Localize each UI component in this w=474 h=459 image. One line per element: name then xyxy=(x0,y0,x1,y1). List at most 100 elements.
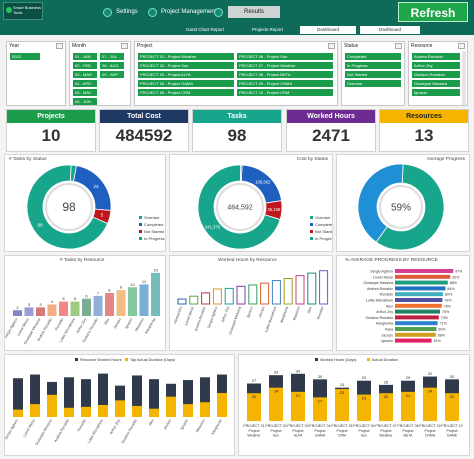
category-label: PROJECT 08 xyxy=(397,424,418,428)
bar xyxy=(13,310,22,316)
category-label: Arthur Zey xyxy=(109,418,121,435)
project-chip[interactable]: PROJECT 03 - Project ALFA xyxy=(138,71,234,78)
year-filter: Year 2022 xyxy=(6,41,66,106)
category-label: Sergio Agbero xyxy=(5,419,19,441)
legend-swatch xyxy=(367,358,370,361)
resource-chip[interactable]: Andrea Ronaldo xyxy=(412,53,460,60)
bar xyxy=(177,298,187,305)
project-management-icon xyxy=(148,7,157,17)
category-label: Alessandro xyxy=(173,306,183,324)
bar xyxy=(357,394,371,421)
resource-chip[interactable]: Giuseppe Messina xyxy=(412,80,460,87)
bar xyxy=(13,378,23,417)
month-chip[interactable]: 04 - APR xyxy=(73,80,97,87)
tab-gantt-chart-report[interactable]: Gantt Chart Report xyxy=(185,27,225,32)
legend-label: Overdue xyxy=(144,215,160,220)
month-chip[interactable]: 07 - JUL xyxy=(100,53,124,60)
results-nav-icon-wrap[interactable] xyxy=(214,6,223,18)
bar xyxy=(271,280,281,305)
legend-label: In Progress xyxy=(144,236,164,241)
legend-swatch xyxy=(125,358,128,361)
bar-value-label: 71% xyxy=(440,322,448,326)
bar-value-label: 75% xyxy=(442,310,450,314)
bar xyxy=(59,301,68,316)
tasks-by-resource-panel: # Tasks by Resource 2 Sergio Agbero 3 Lione… xyxy=(4,255,166,351)
category-label: Project xyxy=(293,429,304,433)
bar xyxy=(30,404,40,417)
month-chip[interactable]: 02 - FEB xyxy=(73,62,97,69)
bar xyxy=(47,304,57,316)
bar-value-label: 78% xyxy=(444,304,452,308)
average-progress-chart: 59% xyxy=(357,163,445,251)
bar xyxy=(149,379,159,417)
category-label: Jacopo xyxy=(163,419,172,431)
status-chip[interactable]: Not Started xyxy=(345,71,401,78)
kpi-total-cost: Total Cost 484592 xyxy=(99,109,189,152)
bar xyxy=(64,407,74,417)
bar xyxy=(307,272,317,305)
month-chip[interactable]: 08 - AUG xyxy=(100,62,124,69)
project-management-nav[interactable]: Project Management xyxy=(148,6,216,18)
slice-label: 68 xyxy=(38,223,44,228)
kpi-projects-label: Projects xyxy=(7,110,95,123)
bar-value-label: 5 xyxy=(74,296,77,301)
project-chip[interactable]: PROJECT 10 - Project CRM xyxy=(237,89,333,96)
month-chip[interactable]: 01 - JAN xyxy=(73,53,97,60)
month-chip[interactable]: 03 - MAR xyxy=(73,71,97,78)
bar xyxy=(116,290,126,316)
legend-label: Completed xyxy=(315,222,332,227)
resource-chip[interactable]: Arthur Zey xyxy=(412,62,460,69)
settings-nav[interactable]: Settings xyxy=(103,6,138,18)
project-chip[interactable]: PROJECT 05 - Project CRM xyxy=(138,89,234,96)
resource-filter-scrollbar[interactable] xyxy=(462,51,466,105)
bar-value-label: 30 xyxy=(450,374,455,379)
donut-center xyxy=(216,183,264,231)
project-chip[interactable]: PROJECT 09 - Project CNMA xyxy=(237,80,333,87)
project-chip[interactable]: PROJECT 04 - Project GAMA xyxy=(138,80,234,87)
resource-chip[interactable]: Ignazio xyxy=(412,89,460,96)
legend-swatch xyxy=(310,223,313,226)
resource-hours-duration-chart: Resource Worked Hours Tap Actual Duration… xyxy=(4,358,227,446)
category-label: Alex xyxy=(386,304,393,308)
bar-value-label: 92% xyxy=(452,275,460,279)
status-chip[interactable]: In Progress xyxy=(345,62,401,69)
bar xyxy=(295,275,305,305)
year-chip[interactable]: 2022 xyxy=(10,53,40,60)
tab-dashboard-2[interactable]: Dashboard xyxy=(360,26,420,34)
bar xyxy=(183,404,193,417)
legend-swatch xyxy=(75,358,78,361)
kpi-tasks-label: Tasks xyxy=(193,110,281,123)
tab-dashboard[interactable]: Dashboard xyxy=(300,26,356,34)
project-chip[interactable]: PROJECT 08 - Project BETA xyxy=(237,71,333,78)
category-label: Jacopo xyxy=(381,333,393,337)
month-chip[interactable]: 09 - SEP xyxy=(100,71,124,78)
resource-filter-clear-icon[interactable] xyxy=(458,43,465,49)
results-button[interactable]: Results xyxy=(228,6,280,18)
status-chip[interactable]: Overdue xyxy=(345,80,401,87)
category-label: ALFA xyxy=(294,434,303,438)
tab-projects-report[interactable]: Projects Report xyxy=(251,27,283,32)
bar-value-label: 27 xyxy=(252,378,257,383)
bar-value-label: 17 xyxy=(318,398,323,403)
refresh-button[interactable]: Refresh xyxy=(398,2,468,22)
status-filter-clear-icon[interactable] xyxy=(395,43,402,49)
bar-value-label: 20 xyxy=(252,394,257,399)
bar xyxy=(395,338,432,343)
year-filter-clear-icon[interactable] xyxy=(56,43,63,49)
project-chip[interactable]: PROJECT 07 - Project Weather xyxy=(237,62,333,69)
category-label: Jacopo xyxy=(258,306,266,318)
project-chip[interactable]: PROJECT 02 - Project Sun xyxy=(138,62,234,69)
month-filter-clear-icon[interactable] xyxy=(121,43,128,49)
resource-chip[interactable]: Giuliano Ronaldo xyxy=(412,71,460,78)
bar xyxy=(128,287,137,316)
bar xyxy=(98,373,108,417)
project-filter-clear-icon[interactable] xyxy=(328,43,335,49)
category-label: Alex xyxy=(103,317,110,325)
bar-value-label: 73% xyxy=(441,316,449,320)
project-chip[interactable]: PROJECT 01 - Project Weather xyxy=(138,53,234,60)
project-chip[interactable]: PROJECT 06 - Project Sun xyxy=(237,53,333,60)
month-chip[interactable]: 05 - MAY xyxy=(73,89,97,96)
status-chip[interactable]: Completed xyxy=(345,53,401,60)
month-chip[interactable]: 06 - JUN xyxy=(73,98,97,105)
